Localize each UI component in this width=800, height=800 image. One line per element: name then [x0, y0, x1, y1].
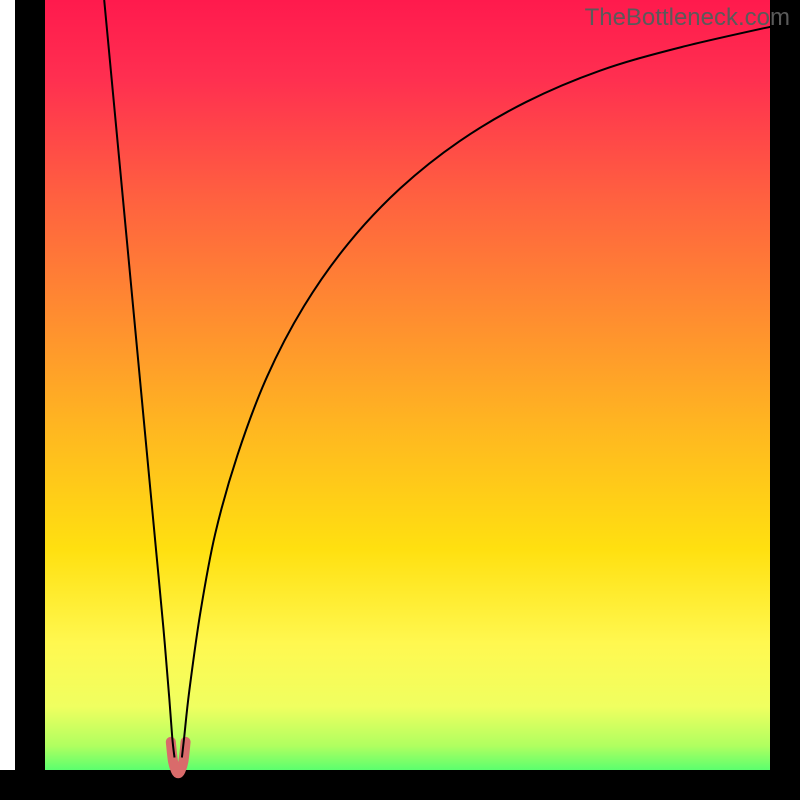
border-right	[770, 0, 800, 800]
border-left	[15, 0, 45, 800]
border-bottom	[0, 770, 800, 800]
plot-background	[45, 0, 785, 785]
bottleneck-chart: TheBottleneck.com	[0, 0, 800, 800]
watermark-text: TheBottleneck.com	[585, 4, 790, 32]
chart-svg	[0, 0, 800, 800]
